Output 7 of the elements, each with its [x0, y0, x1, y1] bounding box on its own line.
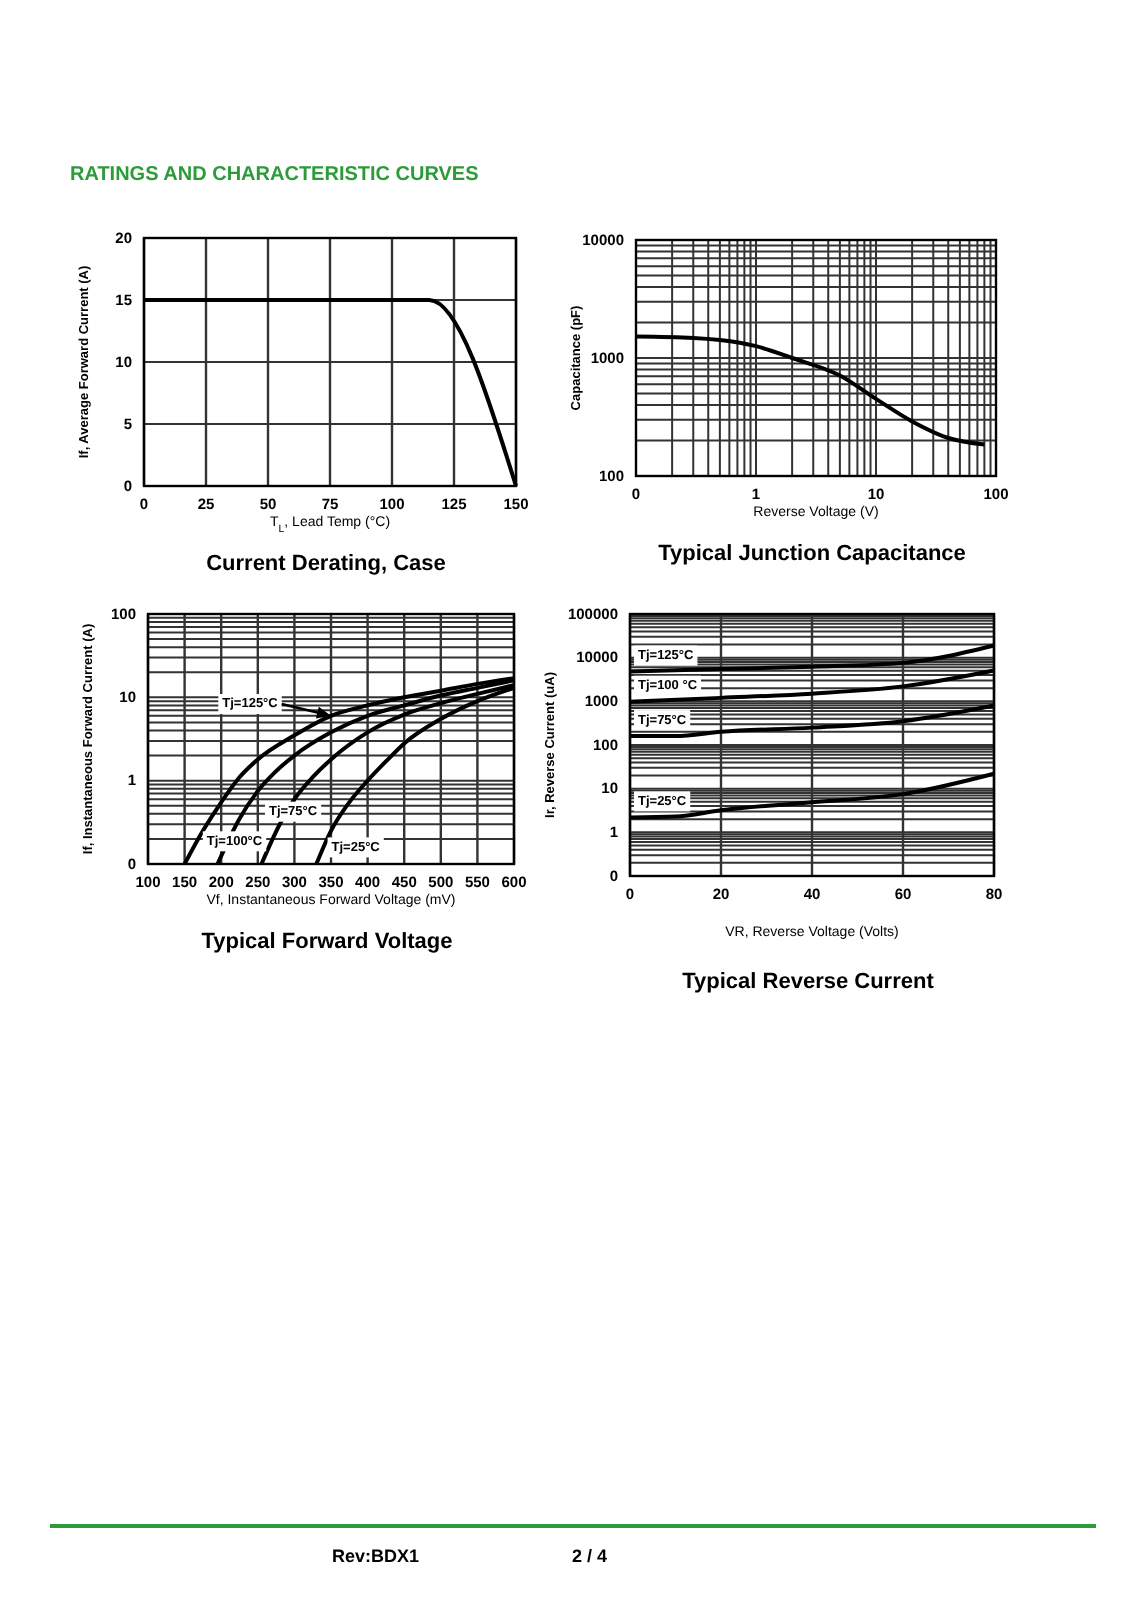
text: Typical Reverse Current: [682, 970, 935, 994]
text: RATINGS AND CHARACTERISTIC CURVES: [70, 164, 480, 186]
text: Current Derating, Case: [206, 552, 446, 576]
text: Typical Forward Voltage: [201, 930, 453, 954]
text: Rev:BDX1: [332, 1546, 420, 1566]
text: Typical Junction Capacitance: [658, 542, 966, 566]
text: 2 / 4: [572, 1546, 608, 1566]
